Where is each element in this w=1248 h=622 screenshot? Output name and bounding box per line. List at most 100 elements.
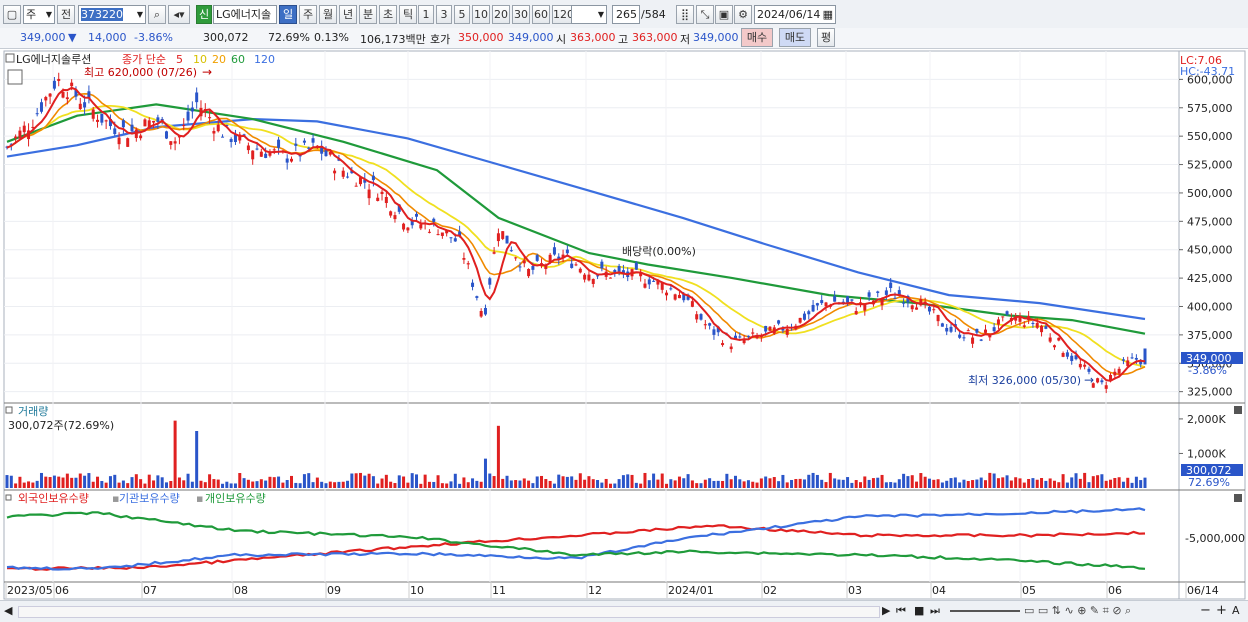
volume-bar bbox=[639, 483, 643, 488]
volume-bar bbox=[828, 472, 832, 488]
zoom-out-icon[interactable]: − bbox=[1200, 603, 1211, 618]
candle-body bbox=[346, 176, 350, 178]
count-total: /584 bbox=[641, 8, 666, 21]
gear-icon[interactable]: ⚙ bbox=[734, 5, 752, 24]
code-input[interactable]: 373220 ▼ bbox=[78, 5, 146, 24]
volume-bar bbox=[259, 479, 263, 488]
period-tab-4[interactable]: 분 bbox=[359, 5, 377, 24]
chart-settings-icon[interactable] bbox=[7, 69, 23, 85]
zoom-slider[interactable] bbox=[950, 610, 1020, 612]
interval-button-3[interactable]: 3 bbox=[436, 5, 452, 24]
volume-bar bbox=[673, 480, 677, 488]
volume-bar bbox=[548, 480, 552, 488]
candle-body bbox=[371, 175, 375, 181]
volume-bar bbox=[591, 479, 595, 488]
chart-area[interactable]: 600,000 575,000 550,000 525,000 500,000 475,0… bbox=[0, 49, 1248, 621]
zoom-in-icon[interactable]: + bbox=[1216, 603, 1227, 618]
period-tab-5[interactable]: 초 bbox=[379, 5, 397, 24]
interval-button-30[interactable]: 30 bbox=[512, 5, 530, 24]
interval-button-5[interactable]: 5 bbox=[454, 5, 470, 24]
buy-button[interactable]: 매수 bbox=[741, 28, 773, 47]
scrollbar[interactable] bbox=[18, 606, 880, 618]
volume-bar bbox=[156, 475, 160, 488]
volume-bar bbox=[608, 483, 612, 488]
interval-dropdown[interactable]: ▼ bbox=[571, 5, 607, 24]
holding-close-icon[interactable] bbox=[1234, 494, 1242, 502]
scroll-left-icon[interactable]: ◀ bbox=[4, 604, 13, 617]
stop-icon[interactable]: ■ bbox=[914, 604, 925, 617]
period-tab-3[interactable]: 년 bbox=[339, 5, 357, 24]
zoom-icon[interactable]: ⤡ bbox=[696, 5, 714, 24]
candle-body bbox=[1096, 378, 1100, 383]
volume-bar bbox=[1134, 476, 1138, 488]
eval-button[interactable]: 평 bbox=[817, 28, 835, 47]
volume-bar bbox=[531, 483, 535, 488]
volume-last-pct: 72.69% bbox=[1188, 476, 1230, 489]
candle-body bbox=[367, 189, 371, 199]
window-icon[interactable]: ▢ bbox=[3, 5, 21, 24]
volume-bar bbox=[384, 474, 388, 488]
interval-button-120[interactable]: 120 bbox=[552, 5, 574, 24]
volume-bar bbox=[113, 474, 117, 488]
volume-close-icon[interactable] bbox=[1234, 406, 1242, 414]
volume-bar bbox=[979, 477, 983, 488]
candle-body bbox=[751, 332, 755, 334]
period-tab-1[interactable]: 주 bbox=[299, 5, 317, 24]
count-input[interactable]: 265 bbox=[612, 5, 640, 24]
volume-bar bbox=[1014, 477, 1018, 488]
scroll-right-icon[interactable]: ▶ bbox=[882, 604, 891, 617]
volume-panel-icon[interactable] bbox=[5, 406, 13, 414]
interval-button-20[interactable]: 20 bbox=[492, 5, 510, 24]
holding-panel-icon[interactable] bbox=[5, 494, 12, 501]
first-icon[interactable]: ⏮ bbox=[896, 604, 906, 617]
candle-body bbox=[9, 143, 13, 145]
candle-body bbox=[376, 197, 380, 201]
interval-button-1[interactable]: 1 bbox=[418, 5, 434, 24]
candle-body bbox=[199, 107, 203, 117]
candle-body bbox=[57, 78, 61, 81]
volume-bar bbox=[768, 478, 772, 488]
high-annotation: 최고 620,000 (07/26) bbox=[84, 66, 197, 79]
candle-body bbox=[583, 274, 587, 280]
sell-button[interactable]: 매도 bbox=[779, 28, 811, 47]
tool-icons[interactable]: ▭ ▭ ⇅ ∿ ⊕ ✎ ⌗ ⊘ ⌕ bbox=[1024, 604, 1132, 617]
interval-button-60[interactable]: 60 bbox=[532, 5, 550, 24]
period-tab-0[interactable]: 일 bbox=[279, 5, 297, 24]
candle-body bbox=[781, 328, 785, 331]
date-input[interactable]: 2024/06/14 ▦ bbox=[754, 5, 836, 24]
interval-button-10[interactable]: 10 bbox=[472, 5, 490, 24]
prev-button[interactable]: 전 bbox=[57, 5, 75, 24]
volume-bar bbox=[406, 482, 410, 488]
candle-body bbox=[1126, 360, 1130, 367]
volume-bar bbox=[738, 479, 742, 488]
candle-body bbox=[915, 307, 919, 310]
volume-bar bbox=[186, 473, 190, 488]
candle-body bbox=[458, 231, 462, 237]
period-select[interactable]: 주 ▼ bbox=[23, 5, 55, 24]
volume-bar bbox=[350, 473, 354, 488]
holding-legend-individual: 개인보유수량 bbox=[205, 492, 266, 505]
last-icon[interactable]: ⏭ bbox=[930, 604, 940, 617]
candle-body bbox=[682, 294, 686, 301]
save-icon[interactable]: ▣ bbox=[715, 5, 733, 24]
volume-bar bbox=[233, 483, 237, 488]
volume-bar bbox=[311, 482, 315, 488]
candle-body bbox=[496, 233, 500, 242]
candle-body bbox=[1035, 323, 1039, 328]
volume-bar bbox=[686, 474, 690, 488]
panel-icon[interactable] bbox=[5, 53, 15, 63]
candle-body bbox=[251, 150, 255, 160]
candle-body bbox=[647, 279, 651, 285]
period-tab-6[interactable]: 틱 bbox=[399, 5, 417, 24]
volume-bar bbox=[755, 482, 759, 488]
volume-bar bbox=[949, 478, 953, 488]
volume-bar bbox=[415, 474, 419, 488]
period-tab-2[interactable]: 월 bbox=[319, 5, 337, 24]
grid-icon[interactable]: ⣿ bbox=[676, 5, 694, 24]
speaker-icon[interactable]: ◂▾ bbox=[168, 5, 190, 24]
chevron-down-icon: ▼ bbox=[136, 10, 143, 19]
candle-body bbox=[708, 323, 712, 326]
volume-bar bbox=[746, 480, 750, 488]
font-size-icon[interactable]: A bbox=[1232, 604, 1240, 617]
search-icon[interactable]: ⌕ bbox=[148, 5, 166, 24]
